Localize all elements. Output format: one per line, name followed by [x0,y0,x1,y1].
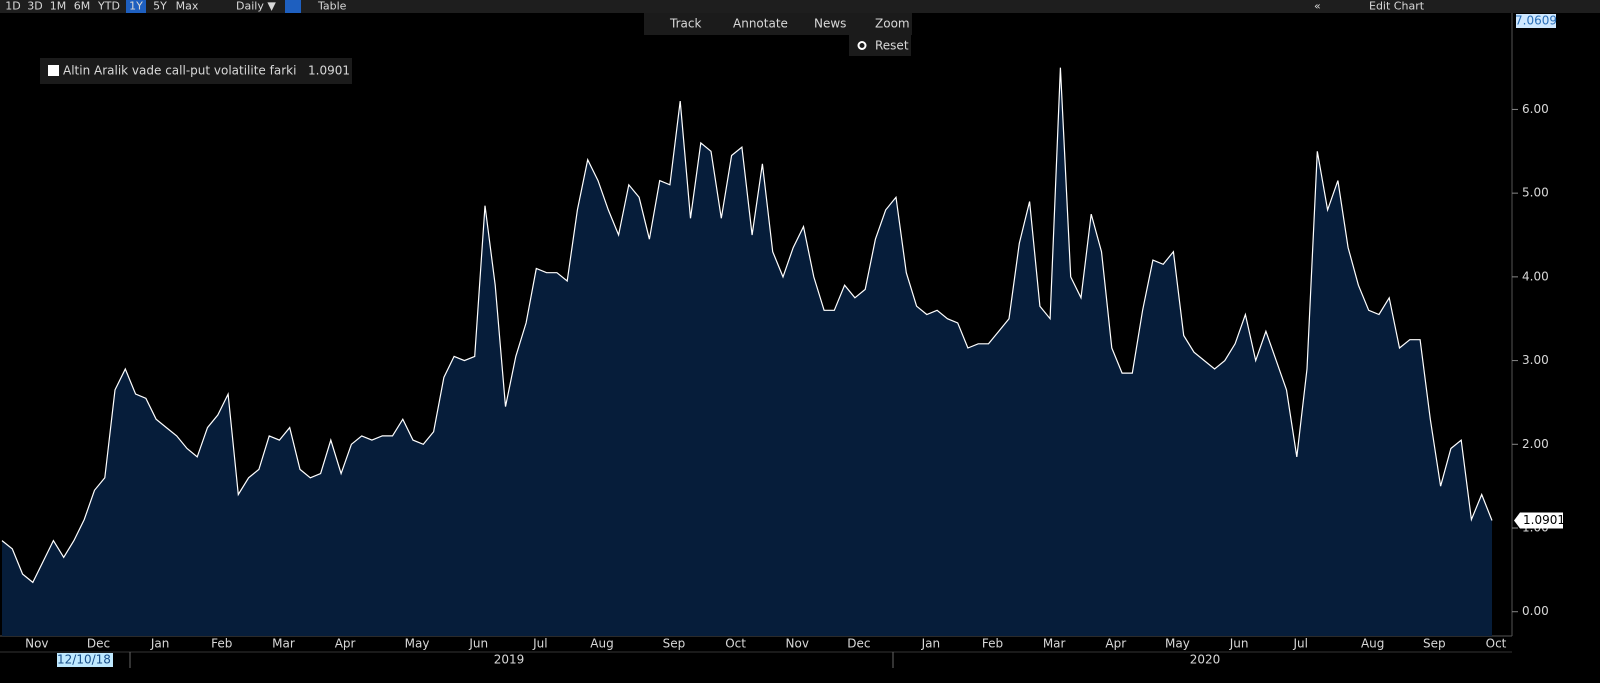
legend-value: 1.0901 [308,64,350,78]
area-fill [2,67,1492,637]
x-tick-label: May [1165,637,1190,651]
reset-button[interactable]: Reset [875,39,909,53]
top-tag-label: 7.0609 [1515,14,1557,28]
range-button[interactable]: 3D [27,0,42,13]
range-button[interactable]: 5Y [153,0,167,13]
legend-box [40,58,352,84]
x-tick-label: Apr [1105,637,1126,651]
x-tick-label: Dec [847,637,870,651]
x-tick-label: Feb [211,637,232,651]
toolbar-bg [0,0,1600,13]
range-active [126,0,146,13]
x-tick-label: Sep [1423,637,1446,651]
x-tick-label: Jul [1293,637,1308,651]
edit-button[interactable]: Edit Chart [1369,0,1425,13]
y-tick-label: 2.00 [1522,437,1549,451]
x-tick-label: Jul [532,637,547,651]
x-tick-label: Jan [150,637,170,651]
x-tick-label: Feb [982,637,1003,651]
reset-icon [857,41,867,50]
x-tick-label: Aug [590,637,613,651]
x-tick-label: May [405,637,430,651]
period-highlight [57,653,113,667]
x-tick-label: Oct [725,637,746,651]
y-tick-label: 3.00 [1522,353,1549,367]
chart-icon[interactable] [285,0,301,13]
y-tick-label: 5.00 [1522,186,1549,200]
y-tick-label: 4.00 [1522,269,1549,283]
tool-button[interactable]: Track [669,17,701,31]
legend-swatch [48,65,59,76]
top-tag [1516,14,1556,28]
frequency-button[interactable]: Daily ▼ [236,0,276,13]
range-button[interactable]: 6M [74,0,91,13]
x-tick-label: Mar [272,637,295,651]
x-tick-label: Mar [1043,637,1066,651]
range-button[interactable]: YTD [97,0,120,13]
tools-bg [644,13,912,35]
last-tag [1514,512,1563,529]
tool-button[interactable]: News [814,17,846,31]
x-tick-label: Nov [25,637,48,651]
range-button[interactable]: 1Y [129,0,143,13]
x-tick-label: Jan [921,637,941,651]
x-tick-label: Nov [786,637,809,651]
tool-button[interactable]: Annotate [733,17,788,31]
x-tick-label: Oct [1486,637,1507,651]
period-label: 2019 [494,653,525,667]
x-tick-label: Apr [335,637,356,651]
period-label: 2020 [1190,653,1221,667]
series-line [1,67,1493,584]
x-tick-label: Aug [1361,637,1384,651]
last-tag-label: 1.0901 [1523,513,1565,527]
collapse-button[interactable]: « [1314,0,1321,13]
x-tick-label: Jun [1229,637,1249,651]
range-button[interactable]: 1M [50,0,67,13]
table-button[interactable]: Table [317,0,347,13]
y-tick-label: 0.00 [1522,604,1549,618]
reset-bg [849,35,911,56]
y-tick-label: 6.00 [1522,102,1549,116]
period-label: 12/10/18 [57,653,111,667]
tool-button[interactable]: Zoom [875,17,910,31]
legend-label: Altin Aralik vade call-put volatilite fa… [63,64,296,78]
x-tick-label: Sep [663,637,686,651]
range-button[interactable]: 1D [5,0,20,13]
x-tick-label: Dec [87,637,110,651]
range-button[interactable]: Max [176,0,199,13]
x-tick-label: Jun [468,637,488,651]
